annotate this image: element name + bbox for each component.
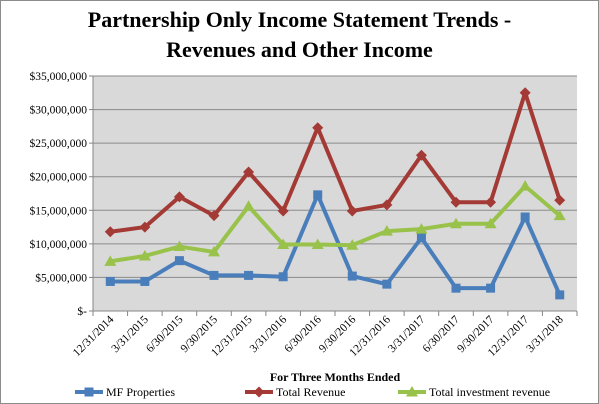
x-tick-label-5: 3/31/2016 bbox=[248, 313, 290, 355]
series-0-point-5 bbox=[278, 272, 288, 282]
series-line-0 bbox=[110, 192, 562, 296]
series-0-point-2 bbox=[174, 256, 184, 266]
series-0-point-1 bbox=[140, 276, 150, 286]
series-2 bbox=[104, 180, 566, 266]
y-tick-label-3: $15,000,000 bbox=[30, 204, 88, 217]
chart-title-line-1: Partnership Only Income Statement Trends… bbox=[87, 7, 512, 32]
series-line-2 bbox=[109, 184, 562, 264]
series-0-point-9 bbox=[416, 233, 426, 243]
x-tick-label-2: 6/30/2015 bbox=[144, 313, 186, 355]
x-tick-label-1: 3/31/2015 bbox=[110, 313, 152, 355]
series-0-point-13 bbox=[555, 290, 565, 300]
y-tick-label-2: $10,000,000 bbox=[30, 238, 88, 251]
y-tick-label-0: $- bbox=[77, 305, 87, 318]
series-1-point-2 bbox=[173, 191, 185, 203]
series-1-point-4 bbox=[243, 166, 255, 178]
y-tick-label-1: $5,000,000 bbox=[35, 271, 87, 284]
plot-area bbox=[93, 76, 577, 311]
series-1-point-3 bbox=[208, 210, 220, 222]
legend-entry-2: Total investment revenue bbox=[398, 385, 550, 399]
legend-marker-0 bbox=[84, 387, 94, 397]
legend-label-0: MF Properties bbox=[106, 385, 175, 399]
series-1-point-8 bbox=[381, 199, 393, 211]
legend-marker-2 bbox=[406, 386, 418, 397]
x-axis-label: For Three Months Ended bbox=[270, 370, 401, 384]
series-2-point-13 bbox=[553, 209, 566, 221]
series-1-point-6 bbox=[312, 122, 324, 134]
x-tick-label-9: 3/31/2017 bbox=[386, 313, 428, 355]
legend-marker-1 bbox=[253, 386, 265, 398]
series-2-point-1 bbox=[138, 249, 151, 261]
series-1-point-10 bbox=[450, 196, 462, 208]
series-2-point-6 bbox=[311, 238, 324, 250]
series-1-point-12 bbox=[519, 87, 531, 99]
series-group bbox=[104, 87, 566, 300]
series-2-point-4 bbox=[242, 200, 255, 211]
series-0-point-3 bbox=[209, 270, 219, 280]
x-tick-label-0: 12/31/2014 bbox=[71, 313, 117, 359]
y-tick-label-5: $25,000,000 bbox=[30, 137, 88, 150]
series-1-point-1 bbox=[139, 221, 151, 233]
series-2-point-7 bbox=[346, 239, 359, 250]
series-2-point-10 bbox=[450, 217, 462, 229]
series-0-point-8 bbox=[382, 279, 392, 289]
axes bbox=[89, 75, 578, 316]
series-1-point-5 bbox=[277, 205, 289, 217]
legend: MF Properties Total Revenue Total investme… bbox=[75, 385, 550, 399]
series-0-point-4 bbox=[244, 270, 254, 280]
series-1 bbox=[104, 87, 566, 238]
legend-label-1: Total Revenue bbox=[276, 385, 345, 399]
y-tick-label-7: $35,000,000 bbox=[30, 70, 88, 83]
series-0-point-10 bbox=[451, 283, 461, 293]
legend-entry-1: Total Revenue bbox=[245, 385, 345, 399]
series-2-point-11 bbox=[484, 217, 497, 229]
x-axis-tick-labels: 12/31/20143/31/20156/30/20159/30/201512/… bbox=[71, 313, 566, 359]
series-2-point-12 bbox=[519, 180, 532, 191]
x-tick-label-13: 3/31/2018 bbox=[524, 313, 566, 355]
x-tick-label-6: 6/30/2016 bbox=[282, 313, 324, 355]
series-0-point-7 bbox=[347, 271, 357, 281]
series-0-point-0 bbox=[105, 276, 115, 286]
series-line-1 bbox=[110, 90, 562, 234]
y-axis-tick-labels: $- $5,000,000 $10,000,000 $15,000,000 $20,00… bbox=[30, 70, 88, 318]
series-2-point-3 bbox=[208, 245, 220, 257]
series-2-point-2 bbox=[173, 240, 186, 252]
y-tick-label-4: $20,000,000 bbox=[30, 171, 88, 184]
series-1-point-9 bbox=[415, 149, 427, 161]
legend-entry-0: MF Properties bbox=[75, 385, 175, 399]
series-2-point-0 bbox=[104, 255, 117, 266]
series-0 bbox=[105, 190, 565, 300]
chart-title-line-2: Revenues and Other Income bbox=[166, 37, 433, 62]
series-1-point-0 bbox=[104, 226, 116, 238]
series-2-point-8 bbox=[380, 225, 393, 236]
series-0-point-6 bbox=[313, 190, 323, 200]
series-1-point-11 bbox=[485, 196, 497, 208]
series-1-point-7 bbox=[346, 205, 358, 217]
x-tick-label-10: 6/30/2017 bbox=[421, 313, 463, 355]
series-2-point-9 bbox=[415, 223, 428, 234]
y-tick-label-6: $30,000,000 bbox=[30, 104, 88, 117]
series-0-point-12 bbox=[520, 212, 530, 222]
series-2-point-5 bbox=[277, 238, 290, 250]
series-0-point-11 bbox=[486, 283, 496, 293]
series-1-point-13 bbox=[554, 194, 566, 206]
legend-label-2: Total investment revenue bbox=[429, 385, 550, 399]
